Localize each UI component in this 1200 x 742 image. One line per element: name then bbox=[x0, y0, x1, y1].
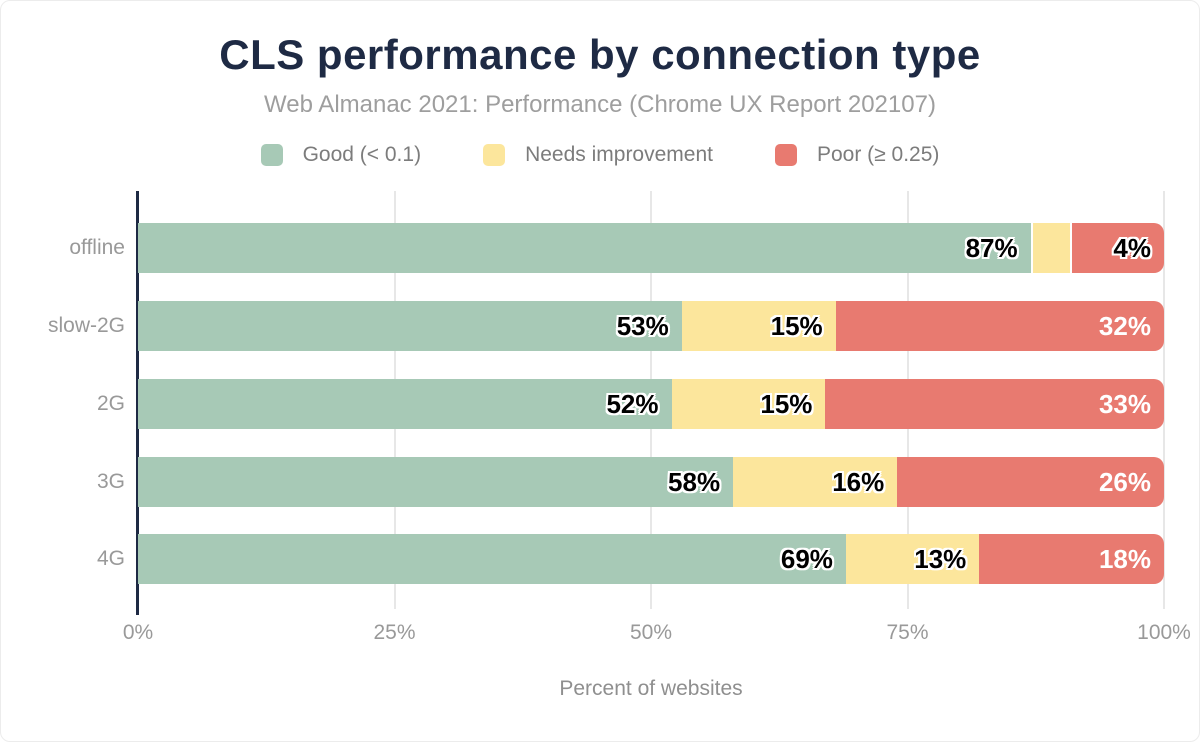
x-tick-75: 75% bbox=[886, 621, 929, 644]
segment-value-label: 15% bbox=[760, 389, 813, 419]
gridline-100 bbox=[1163, 191, 1165, 609]
segment-value-label: 26% bbox=[1098, 467, 1151, 497]
segment-value-label: 53% bbox=[616, 311, 669, 341]
y-axis-line bbox=[136, 191, 139, 615]
segment-3G-good[interactable]: 58% bbox=[138, 457, 734, 507]
bar-row-3G: 58% 16% 26% bbox=[138, 457, 1164, 507]
segment-value-label: 58% bbox=[668, 467, 721, 497]
legend-label: Needs improvement bbox=[525, 143, 713, 166]
segment-3G-needs-improvement[interactable]: 16% bbox=[733, 457, 898, 507]
segment-offline-good[interactable]: 87% bbox=[138, 223, 1031, 273]
segment-value-label: 16% bbox=[832, 467, 885, 497]
chart-title: CLS performance by connection type bbox=[219, 31, 981, 78]
x-axis-title: Percent of websites bbox=[559, 677, 743, 700]
x-tick-25: 25% bbox=[373, 621, 416, 644]
segment-value-label: 87% bbox=[965, 233, 1018, 263]
segment-value-label: 18% bbox=[1098, 544, 1151, 574]
x-tick-100: 100% bbox=[1137, 621, 1191, 644]
segment-4G-needs-improvement[interactable]: 13% bbox=[845, 534, 980, 584]
x-tick-50: 50% bbox=[629, 621, 673, 644]
legend-swatch-icon bbox=[483, 144, 506, 166]
segment-slow-2G-needs-improvement[interactable]: 15% bbox=[681, 301, 836, 351]
legend-label: Good (< 0.1) bbox=[302, 143, 422, 166]
plot: offline 87% 4% slow-2G 53% 15% 32% 2G 52% 15% 33% 3… bbox=[1, 191, 1199, 651]
legend-item-0[interactable]: Good (< 0.1) bbox=[260, 143, 422, 167]
bar-row-slow-2G: 53% 15% 32% bbox=[138, 301, 1164, 351]
legend-swatch-icon bbox=[774, 144, 797, 166]
segment-slow-2G-poor[interactable]: 32% bbox=[835, 301, 1164, 351]
legend-item-2[interactable]: Poor (≥ 0.25) bbox=[774, 143, 940, 167]
bar-row-4G: 69% 13% 18% bbox=[138, 534, 1164, 584]
segment-4G-good[interactable]: 69% bbox=[138, 534, 846, 584]
segment-value-label: 52% bbox=[606, 389, 659, 419]
category-label-4G: 4G bbox=[96, 547, 125, 570]
segment-2G-needs-improvement[interactable]: 15% bbox=[671, 379, 826, 429]
category-label-3G: 3G bbox=[96, 470, 125, 493]
segment-value-label: 15% bbox=[770, 311, 823, 341]
legend-item-1[interactable]: Needs improvement bbox=[483, 143, 713, 167]
category-label-slow-2G: slow-2G bbox=[47, 314, 125, 337]
segment-4G-poor[interactable]: 18% bbox=[979, 534, 1164, 584]
segment-slow-2G-good[interactable]: 53% bbox=[138, 301, 682, 351]
segment-value-label: 13% bbox=[914, 544, 967, 574]
segment-2G-good[interactable]: 52% bbox=[138, 379, 672, 429]
segment-offline-poor[interactable]: 4% bbox=[1071, 223, 1164, 273]
segment-value-label: 69% bbox=[780, 544, 833, 574]
legend: Good (< 0.1) Needs improvement Poor (≥ 0.2… bbox=[1, 143, 1199, 167]
segment-offline-needs-improvement[interactable] bbox=[1030, 223, 1072, 273]
category-label-offline: offline bbox=[69, 236, 125, 259]
segment-value-label: 33% bbox=[1098, 389, 1151, 419]
chart-subtitle: Web Almanac 2021: Performance (Chrome UX… bbox=[264, 91, 936, 118]
segment-3G-poor[interactable]: 26% bbox=[897, 457, 1164, 507]
category-label-2G: 2G bbox=[96, 392, 125, 415]
segment-2G-poor[interactable]: 33% bbox=[825, 379, 1164, 429]
segment-value-label: 32% bbox=[1098, 311, 1151, 341]
bar-row-2G: 52% 15% 33% bbox=[138, 379, 1164, 429]
bar-row-offline: 87% 4% bbox=[138, 223, 1164, 273]
legend-swatch-icon bbox=[260, 144, 283, 166]
segment-value-label: 4% bbox=[1113, 233, 1151, 263]
x-tick-0: 0% bbox=[122, 621, 154, 644]
legend-label: Poor (≥ 0.25) bbox=[816, 143, 940, 166]
